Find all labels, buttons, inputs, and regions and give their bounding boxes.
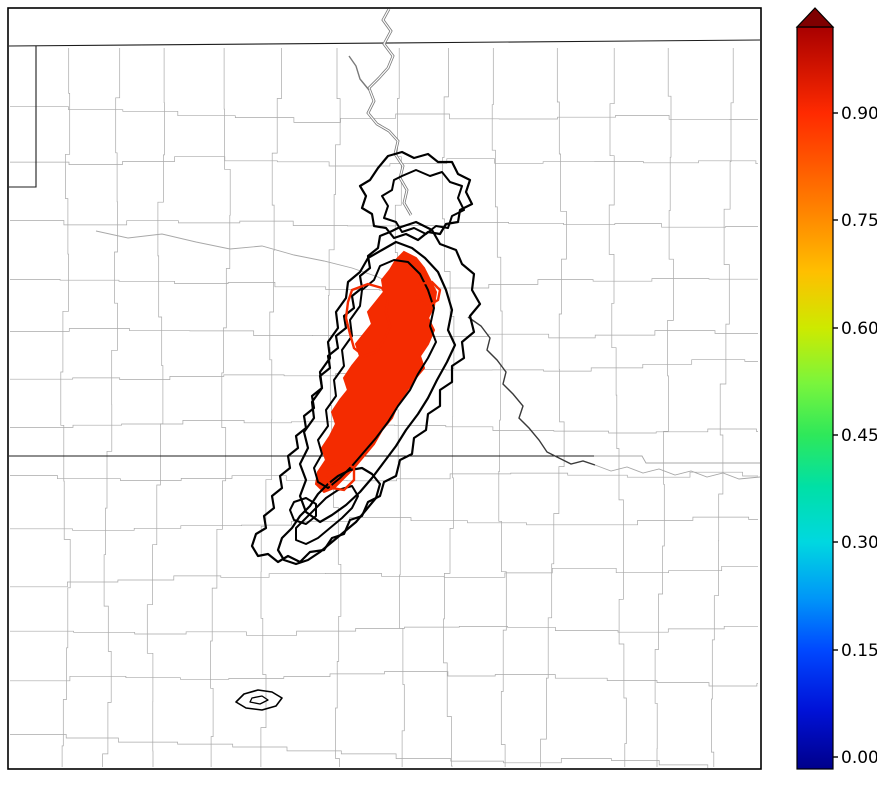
forecast-contours [235,150,482,711]
map-frame [7,7,762,770]
county-boundaries [10,48,758,768]
contour-small-ring [289,497,317,525]
county-line [10,106,758,123]
probability-rings [324,280,442,492]
county-line [491,48,507,767]
colorbar-tick-label: 0.15 [841,641,877,661]
county-line [102,48,121,767]
colorbar-tick-label: 0.30 [841,533,877,553]
county-line [10,565,758,588]
colorbar-tick-label: 0.45 [841,426,877,446]
colorbar-ticks: 0.90 0.75 0.60 0.45 0.30 0.15 0.00 [833,104,877,768]
contour-outer-band [250,220,482,564]
contour-tail-outer [276,466,382,566]
county-line [10,278,758,291]
contour-top-ring-inner [381,169,465,235]
county-line [711,48,734,767]
county-line [540,48,567,767]
county-line [260,48,282,767]
county-line [10,516,758,531]
county-line [10,625,758,636]
colorbar-gradient-bar [796,26,834,770]
county-line [10,220,758,228]
probability-ring-bottom [324,460,356,492]
colorbar: 0.90 0.75 0.60 0.45 0.30 0.15 0.00 [795,7,877,770]
county-line [654,48,674,767]
contour-inner-band [313,259,437,489]
colorbar-tick-label: 0.00 [841,748,877,768]
river-faint-east [594,464,760,480]
probability-ring-right [414,280,442,308]
colorbar-tick-label: 0.60 [841,319,877,339]
contour-lens-inner [249,695,269,705]
contour-mid-band [298,240,457,524]
county-line [10,156,758,167]
county-line [608,48,627,767]
contour-top-ring-outer [358,150,474,242]
county-line [10,471,758,482]
state-border-west [9,46,37,188]
county-line [10,734,709,768]
probability-ring-left [344,282,392,358]
state-border-south-east [594,455,760,464]
county-line [10,420,758,434]
contour-tail-inner [295,485,359,545]
county-line [210,48,231,767]
county-line [10,671,758,687]
county-line [60,48,71,767]
river-dark-east [467,316,596,466]
contour-lens-outer [235,689,283,711]
colorbar-tick-label: 0.75 [841,211,877,231]
colorbar-tick-label: 0.90 [841,104,877,124]
river-branch [348,55,370,91]
colorbar-extend-arrow [795,7,835,28]
